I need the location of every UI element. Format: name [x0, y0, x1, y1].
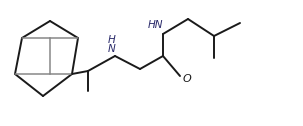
Text: O: O — [183, 74, 192, 84]
Text: HN: HN — [147, 20, 163, 30]
Text: H
N: H N — [108, 35, 116, 54]
